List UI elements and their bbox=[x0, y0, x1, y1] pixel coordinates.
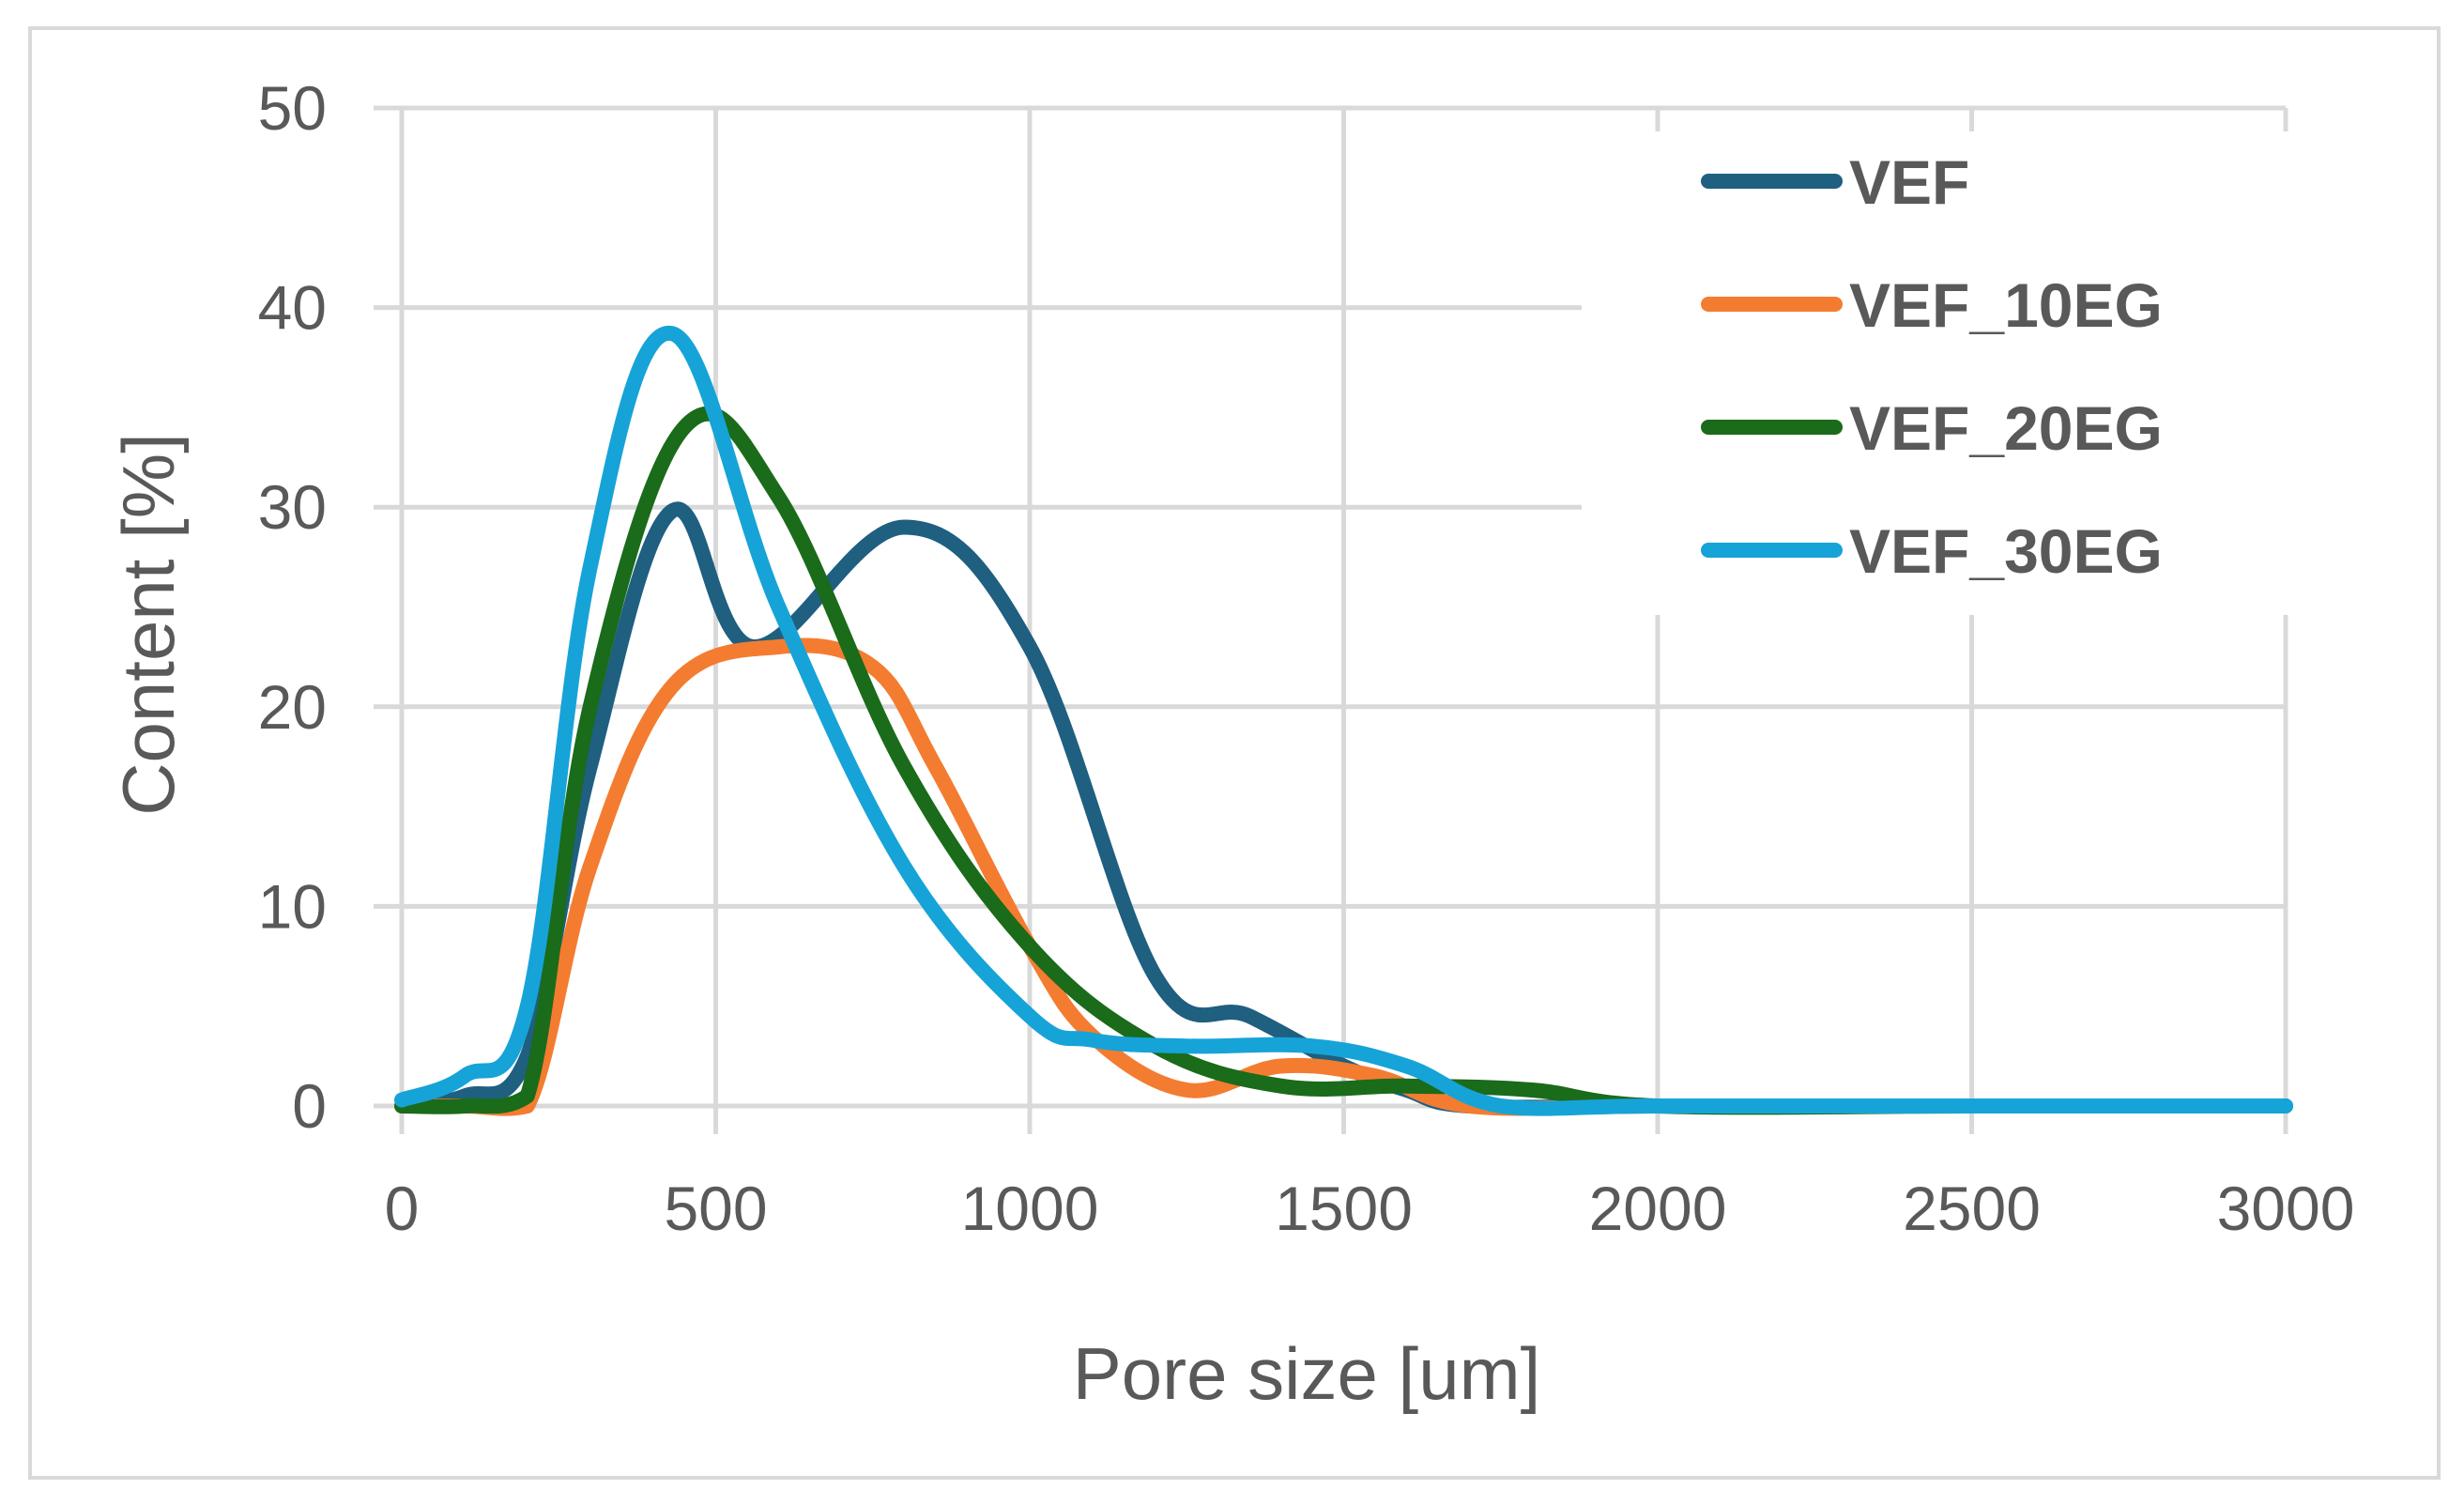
x-tick-label: 3000 bbox=[2217, 1174, 2355, 1243]
x-tick-label: 0 bbox=[385, 1174, 420, 1243]
series-line-vef-30eg bbox=[394, 326, 2293, 1116]
x-tick-label: 1500 bbox=[1275, 1174, 1413, 1243]
y-tick-label: 20 bbox=[258, 672, 327, 742]
x-axis-title: Pore size [um] bbox=[1073, 1332, 1541, 1415]
y-axis-title: Content [%] bbox=[107, 433, 190, 816]
series-lines bbox=[394, 326, 2293, 1116]
legend: VEF VEF_10EG VEF_20EG VEF_30EG bbox=[1701, 147, 2163, 586]
y-tick-label: 10 bbox=[258, 871, 327, 941]
x-axis-ticks: 0 500 1000 1500 2000 2500 3000 bbox=[385, 1174, 2355, 1243]
y-tick-label: 50 bbox=[258, 73, 327, 143]
legend-label: VEF_30EG bbox=[1849, 516, 2163, 586]
x-tick-label: 2000 bbox=[1589, 1174, 1727, 1243]
x-tick-label: 500 bbox=[664, 1174, 767, 1243]
x-tick-label: 1000 bbox=[961, 1174, 1099, 1243]
x-tick-label: 2500 bbox=[1903, 1174, 2041, 1243]
y-axis-ticks: 0 10 20 30 40 50 bbox=[258, 73, 327, 1141]
y-tick-label: 40 bbox=[258, 273, 327, 343]
legend-background bbox=[1582, 131, 2295, 615]
y-tick-label: 30 bbox=[258, 472, 327, 542]
legend-label: VEF bbox=[1849, 147, 1969, 217]
legend-label: VEF_10EG bbox=[1849, 270, 2163, 340]
legend-box bbox=[1582, 131, 2295, 615]
y-tick-label: 0 bbox=[292, 1071, 327, 1141]
legend-label: VEF_20EG bbox=[1849, 393, 2163, 463]
